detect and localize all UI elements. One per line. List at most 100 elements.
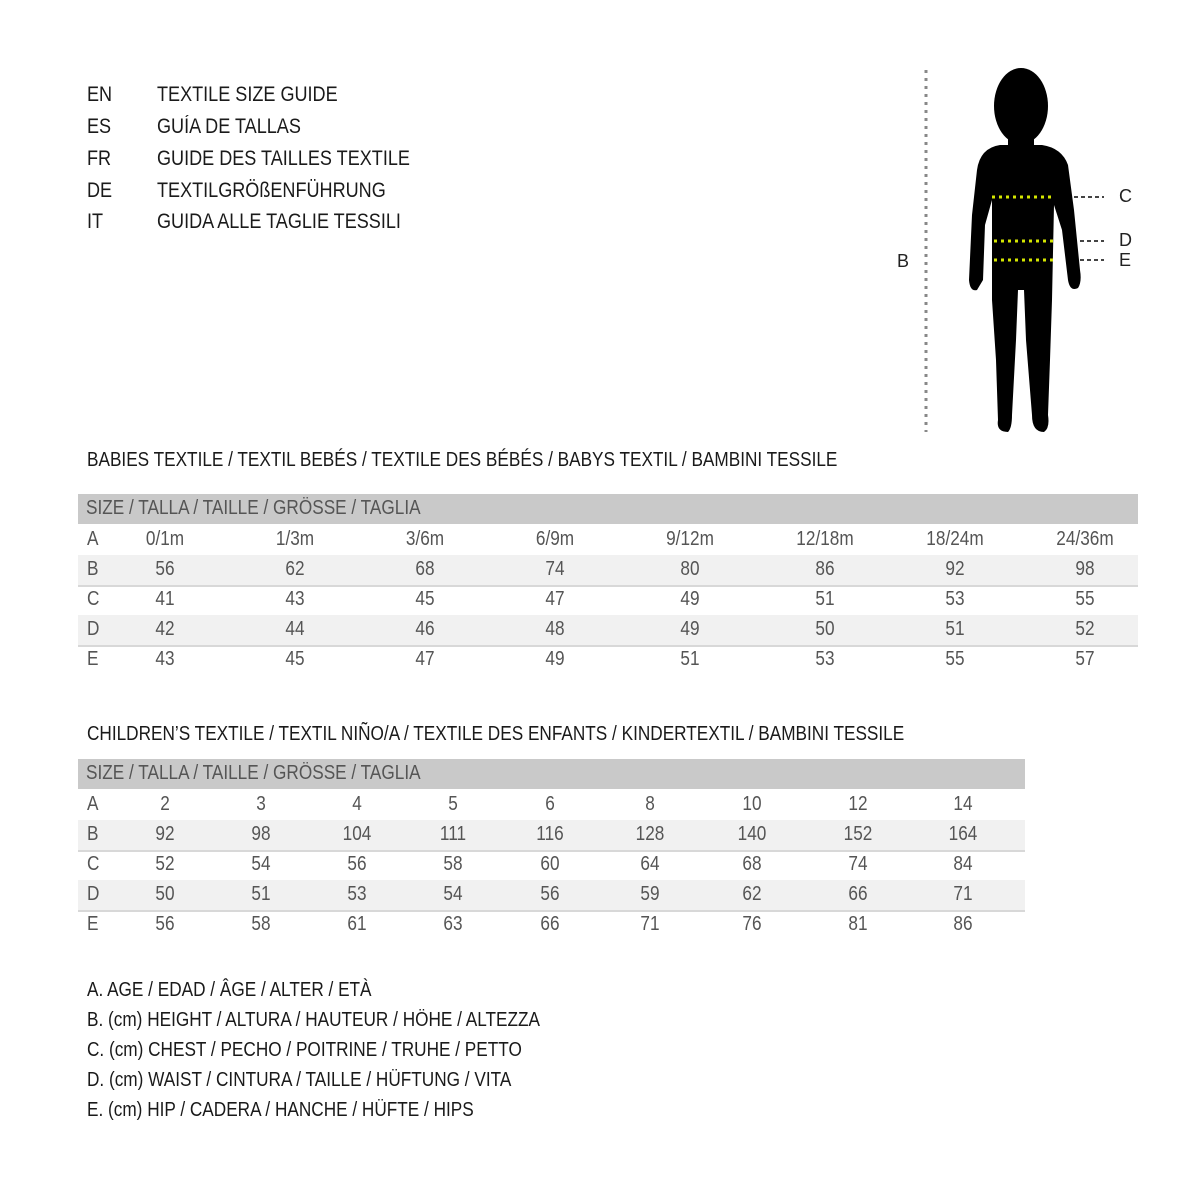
table-cell: 6/9m [535,528,575,550]
table-cell: 56 [155,913,175,935]
table-row: C 41 43 45 47 49 51 53 55 [78,585,1138,615]
row-label: E [87,913,99,935]
table-cell: 62 [742,883,762,905]
label-height: B [897,251,910,271]
table-cell: 49 [680,618,700,640]
table-cell: 104 [342,823,372,845]
row-label: D [87,618,100,640]
row-label: B [87,823,99,845]
legend-item: E. (cm) HIP / CADERA / HANCHE / HÜFTE / … [87,1099,474,1121]
title-text: GUIDA ALLE TAGLIE TESSILI [157,210,401,233]
table-cell: 53 [945,588,965,610]
table-cell: 81 [848,913,868,935]
table-cell: 2 [160,793,170,815]
table-cell: 92 [155,823,175,845]
table-cell: 6 [545,793,555,815]
size-header: SIZE / TALLA / TAILLE / GRÖSSE / TAGLIA [78,494,1138,524]
table-row: D 42 44 46 48 49 50 51 52 [78,615,1138,647]
table-cell: 128 [635,823,665,845]
table-row: D 50 51 53 54 56 59 62 66 71 [78,880,1025,912]
table-cell: 71 [953,883,973,905]
table-cell: 54 [251,853,271,875]
title-text: GUÍA DE TALLAS [157,115,301,138]
row-label: C [87,853,100,875]
table-cell: 152 [843,823,873,845]
child-silhouette-figure [924,68,1104,432]
table-cell: 41 [155,588,175,610]
table-cell: 18/24m [926,528,984,550]
children-heading: CHILDREN’S TEXTILE / TEXTIL NIÑO/A / TEX… [87,723,905,745]
lang-code: DE [87,179,113,202]
table-cell: 5 [448,793,458,815]
table-cell: 111 [439,823,467,845]
row-label: C [87,588,100,610]
table-cell: 43 [285,588,305,610]
measure-lines [992,195,1104,262]
title-text: GUIDE DES TAILLES TEXTILE [157,147,410,170]
table-cell: 140 [737,823,767,845]
table-cell: 42 [155,618,175,640]
table-cell: 71 [640,913,660,935]
legend-item: A. AGE / EDAD / ÂGE / ALTER / ETÀ [87,979,372,1001]
size-header-text: SIZE / TALLA / TAILLE / GRÖSSE / TAGLIA [86,497,421,519]
table-cell: 64 [640,853,660,875]
table-cell: 50 [155,883,175,905]
title-text: TEXTILGRÖßENFÜHRUNG [157,179,386,202]
table-cell: 24/36m [1056,528,1114,550]
table-cell: 58 [443,853,463,875]
table-cell: 61 [347,913,367,935]
table-cell: 43 [155,648,175,670]
table-row: E 56 58 61 63 66 71 76 81 86 [78,910,1025,940]
table-row: A 0/1m 1/3m 3/6m 6/9m 9/12m 12/18m 18/24m 24/36m [78,525,1138,555]
table-cell: 74 [848,853,868,875]
table-cell: 10 [742,793,762,815]
table-cell: 45 [415,588,435,610]
table-row: E 43 45 47 49 51 53 55 57 [78,645,1138,675]
table-cell: 68 [415,558,435,580]
row-label: B [87,558,99,580]
row-label: A [87,793,99,815]
table-cell: 45 [285,648,305,670]
table-cell: 86 [815,558,835,580]
table-cell: 52 [155,853,175,875]
table-row: B 56 62 68 74 80 86 92 98 [78,555,1138,587]
table-row: A 2 3 4 5 6 8 10 12 14 [78,790,1025,820]
table-cell: 47 [415,648,435,670]
table-cell: 9/12m [666,528,714,550]
size-header-text: SIZE / TALLA / TAILLE / GRÖSSE / TAGLIA [86,762,421,784]
table-cell: 58 [251,913,271,935]
table-cell: 51 [680,648,700,670]
table-cell: 53 [815,648,835,670]
legend-item: C. (cm) CHEST / PECHO / POITRINE / TRUHE… [87,1039,522,1061]
table-cell: 76 [742,913,762,935]
table-cell: 68 [742,853,762,875]
table-cell: 60 [540,853,560,875]
table-cell: 48 [545,618,565,640]
table-cell: 55 [945,648,965,670]
table-cell: 46 [415,618,435,640]
table-cell: 63 [443,913,463,935]
table-cell: 66 [540,913,560,935]
child-silhouette-icon [969,68,1081,432]
table-cell: 98 [1075,558,1095,580]
row-label: A [87,528,99,550]
table-cell: 47 [545,588,565,610]
label-hip: E [1119,250,1132,270]
row-label: E [87,648,99,670]
babies-heading: BABIES TEXTILE / TEXTIL BEBÉS / TEXTILE … [87,449,838,471]
lang-code: FR [87,147,112,170]
table-cell: 0/1m [145,528,185,550]
table-row: B 92 98 104 111 116 128 140 152 164 [78,820,1025,852]
table-cell: 51 [945,618,965,640]
table-cell: 4 [352,793,362,815]
table-cell: 52 [1075,618,1095,640]
table-cell: 44 [285,618,305,640]
size-header: SIZE / TALLA / TAILLE / GRÖSSE / TAGLIA [78,759,1025,789]
table-cell: 59 [640,883,660,905]
label-waist: D [1119,230,1132,250]
table-cell: 53 [347,883,367,905]
table-cell: 86 [953,913,973,935]
table-cell: 92 [945,558,965,580]
table-cell: 8 [645,793,655,815]
table-cell: 62 [285,558,305,580]
